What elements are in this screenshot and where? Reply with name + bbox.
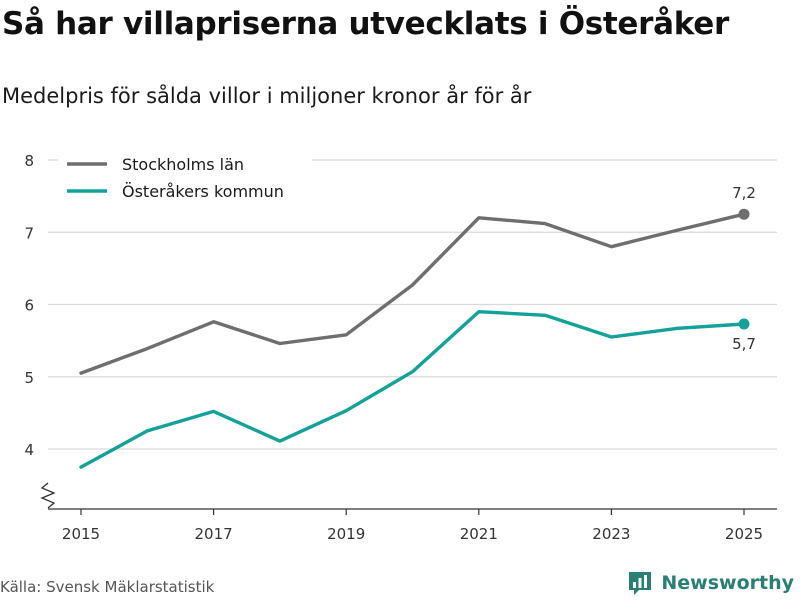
x-tick-label: 2021 — [460, 525, 498, 543]
source-note: Källa: Svensk Mäklarstatistik — [0, 578, 215, 596]
brand-logo: Newsworthy — [627, 569, 794, 597]
x-tick-label: 2015 — [62, 525, 100, 543]
series-line-0 — [79, 212, 746, 375]
end-value-label-0: 7,2 — [732, 184, 756, 202]
y-tick-label: 5 — [24, 369, 34, 387]
brand-name: Newsworthy — [661, 572, 794, 594]
y-tick-label: 7 — [24, 224, 34, 242]
chart-subtitle: Medelpris för sålda villor i miljoner kr… — [2, 84, 532, 108]
x-tick-label: 2025 — [725, 525, 763, 543]
x-tick-label: 2019 — [327, 525, 365, 543]
series-line-1 — [79, 310, 746, 469]
y-tick-label: 8 — [24, 152, 34, 170]
legend-label-0: Stockholms län — [122, 155, 244, 174]
axes: 4 5 6 7 8 2015 2017 2019 2021 2023 2025 — [24, 152, 777, 543]
legend-label-1: Österåkers kommun — [122, 182, 284, 201]
series-end-point-1 — [738, 318, 750, 330]
y-tick-label: 4 — [24, 441, 34, 459]
legend: Stockholms län Österåkers kommun — [58, 151, 312, 207]
bar-chart-bubble-icon — [629, 572, 652, 595]
x-tick-label: 2023 — [592, 525, 630, 543]
legend-background — [58, 151, 312, 207]
chart-title: Så har villapriserna utvecklats i Österå… — [2, 6, 729, 42]
series-end-point-0 — [738, 208, 750, 220]
axis-break-icon — [40, 482, 56, 509]
x-tick-label: 2017 — [195, 525, 233, 543]
end-value-label-1: 5,7 — [732, 335, 756, 353]
series-lines — [79, 208, 750, 469]
y-tick-label: 6 — [24, 297, 34, 315]
data-labels: 7,2 5,7 — [732, 184, 756, 353]
